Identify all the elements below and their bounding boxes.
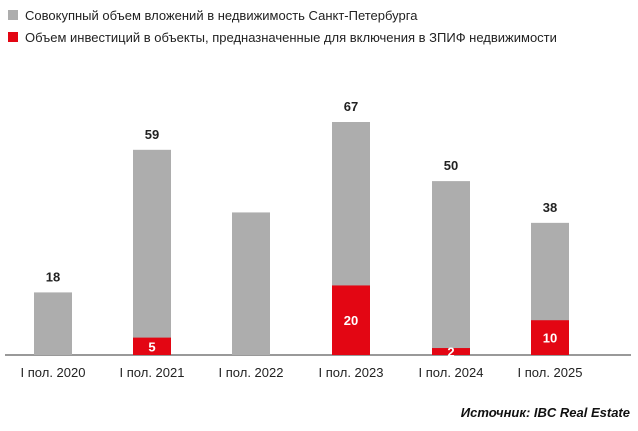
bar-zpif (133, 337, 171, 355)
total-value-label: 38 (543, 200, 557, 215)
zpif-value-label: 2 (447, 345, 454, 360)
x-tick-label: I пол. 2022 (219, 365, 284, 380)
bar-zpif (432, 348, 470, 355)
x-tick-label: I пол. 2023 (319, 365, 384, 380)
bar-total (232, 212, 270, 355)
bars-group (34, 122, 569, 355)
total-value-label: 59 (145, 127, 159, 142)
x-tick-label: I пол. 2024 (419, 365, 484, 380)
total-value-label: 18 (46, 269, 60, 284)
bar-zpif (531, 320, 569, 355)
zpif-value-label: 5 (148, 339, 155, 354)
legend-item-total: Совокупный объем вложений в недвижимость… (8, 4, 557, 26)
x-tick-label: I пол. 2020 (21, 365, 86, 380)
total-value-label: 67 (344, 99, 358, 114)
x-tick-label: I пол. 2025 (518, 365, 583, 380)
legend-label-zpif: Объем инвестиций в объекты, предназначен… (25, 29, 557, 45)
bar-total (133, 149, 171, 355)
zpif-value-label: 20 (344, 313, 358, 328)
legend-swatch-zpif (8, 32, 18, 42)
legend-item-zpif: Объем инвестиций в объекты, предназначен… (8, 26, 557, 48)
total-value-label: 50 (444, 158, 458, 173)
bar-total (432, 181, 470, 355)
legend: Совокупный объем вложений в недвижимость… (8, 4, 557, 48)
bar-total (34, 292, 72, 355)
bar-zpif (332, 285, 370, 355)
source-note: Источник: IBC Real Estate (460, 405, 630, 420)
legend-label-total: Совокупный объем вложений в недвижимость… (25, 7, 418, 23)
legend-swatch-total (8, 10, 18, 20)
labels-group: 18 I пол. 2020 59 5 I пол. 2021 I пол. 2022 67… (21, 99, 583, 380)
zpif-value-label: 10 (543, 331, 557, 346)
x-tick-label: I пол. 2021 (120, 365, 185, 380)
